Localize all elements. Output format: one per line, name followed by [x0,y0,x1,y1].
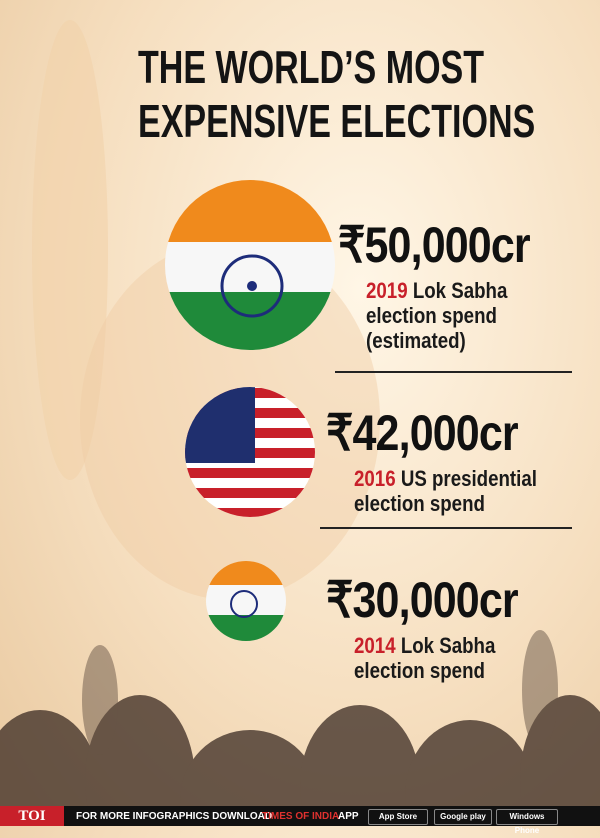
amount: ₹50,000cr [338,217,531,273]
year: 2019 [366,278,408,303]
description-line: (estimated) [366,328,466,353]
title-line: THE WORLD’S MOST [138,41,485,93]
app-store-badge[interactable]: App Store [368,809,428,825]
description-text: Lok Sabha [400,633,496,658]
india-flag [165,180,335,350]
brand: TOI [0,806,64,826]
footer-text: FOR MORE INFOGRAPHICS DOWNLOAD [76,811,273,822]
title-line: EXPENSIVE ELECTIONS [138,95,536,147]
description-line: 2016 US presidential [354,466,537,491]
description-text: US presidential [400,466,537,491]
description-line: election spend [366,303,497,328]
footer: TOI FOR MORE INFOGRAPHICS DOWNLOAD TIMES… [0,806,600,835]
year: 2016 [354,466,396,491]
separator [335,371,572,373]
description-line: election spend [354,658,485,683]
description-text: Lok Sabha [412,278,508,303]
description-text: election spend [366,303,497,328]
windows-badge[interactable]: Windows Phone [496,809,558,835]
us-flag [185,387,315,517]
description-text: (estimated) [366,328,466,353]
footer-tail: APP [338,811,359,822]
separator [320,527,572,529]
amount: ₹42,000cr [326,405,519,461]
google-play-badge[interactable]: Google play [434,809,492,825]
description-text: election spend [354,491,485,516]
description-line: 2019 Lok Sabha [366,278,507,303]
description-line: election spend [354,491,485,516]
description-line: 2014 Lok Sabha [354,633,495,658]
footer-highlight: TIMES OF INDIA [262,811,340,822]
year: 2014 [354,633,396,658]
description-text: election spend [354,658,485,683]
amount: ₹30,000cr [326,572,519,628]
